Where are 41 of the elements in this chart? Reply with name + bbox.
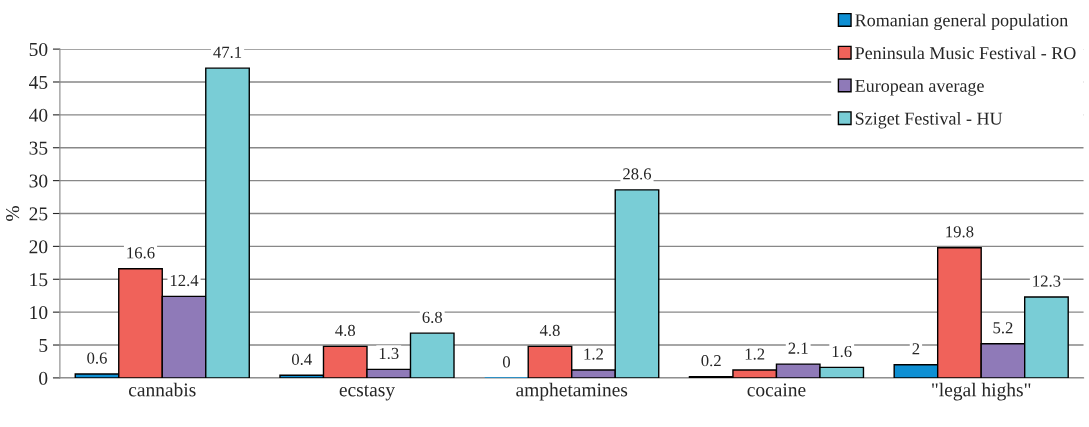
data-label: 1.6 bbox=[832, 345, 852, 358]
data-label: 0.2 bbox=[701, 355, 721, 367]
legend-label: European average bbox=[855, 79, 984, 96]
data-label: 0.4 bbox=[291, 353, 312, 366]
legend-label: Sziget Festival - HU bbox=[855, 112, 1003, 129]
data-label: 4.8 bbox=[539, 324, 560, 337]
x-tick-label: cannabis bbox=[128, 382, 196, 397]
data-label: 1.3 bbox=[379, 347, 399, 360]
data-label: 28.6 bbox=[623, 168, 652, 180]
y-tick-label: 45 bbox=[29, 75, 48, 89]
y-tick-label: 30 bbox=[29, 174, 48, 188]
data-label: 4.8 bbox=[335, 324, 356, 337]
y-tick-label: 15 bbox=[30, 273, 48, 287]
data-label: 1.2 bbox=[745, 348, 765, 360]
legend-label: Romanian general population bbox=[855, 13, 1068, 31]
y-tick-label: 35 bbox=[29, 141, 48, 155]
data-label: 16.6 bbox=[127, 247, 155, 259]
y-tick-label: 25 bbox=[29, 207, 48, 221]
data-label: 2 bbox=[912, 343, 920, 355]
data-label: 47.1 bbox=[213, 46, 242, 58]
x-tick-label: "legal highs" bbox=[932, 382, 1031, 401]
y-axis-title: % bbox=[6, 206, 20, 221]
data-label: 12.3 bbox=[1033, 275, 1061, 287]
x-tick-label: amphetamines bbox=[516, 382, 628, 401]
data-label: 0.6 bbox=[87, 352, 107, 364]
y-tick-label: 5 bbox=[39, 339, 48, 352]
data-label: 12.4 bbox=[170, 274, 199, 287]
data-label: 19.8 bbox=[946, 226, 974, 238]
data-label: 1.2 bbox=[584, 348, 603, 360]
x-tick-label: cocaine bbox=[747, 383, 806, 397]
y-tick-label: 40 bbox=[29, 108, 48, 122]
y-tick-label: 50 bbox=[29, 42, 48, 57]
legend-label: Peninsula Music Festival - RO bbox=[855, 46, 1076, 60]
y-tick-label: 20 bbox=[29, 240, 48, 254]
data-label: 2.1 bbox=[788, 342, 808, 354]
x-tick-label: ecstasy bbox=[339, 385, 395, 401]
data-label: 0 bbox=[502, 356, 510, 368]
y-tick-label: 10 bbox=[30, 305, 48, 320]
data-label: 5.2 bbox=[993, 322, 1013, 334]
data-label: 6.8 bbox=[422, 311, 443, 323]
y-tick-label: 0 bbox=[39, 371, 48, 385]
